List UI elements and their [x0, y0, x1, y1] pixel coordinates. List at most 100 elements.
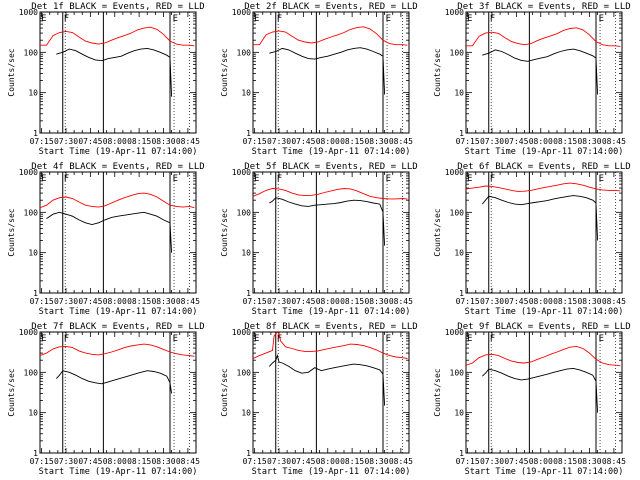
lld-series-line — [40, 192, 195, 209]
x-tick-label: 08:30 — [151, 457, 175, 466]
y-tick-label: 1000 — [445, 168, 464, 177]
x-axis-label: Start Time (19-Apr-11 07:14:00) — [465, 307, 624, 317]
plot-frame — [465, 11, 623, 134]
panel-title: Det 3f BLACK = Events, RED = LLD — [457, 2, 630, 12]
marker-label-e: E — [467, 174, 472, 184]
marker-label-f: F — [490, 14, 495, 24]
x-tick-label: 08:45 — [176, 457, 200, 466]
panel-title: Det 8f BLACK = Events, RED = LLD — [244, 322, 417, 332]
panel-title: Det 5f BLACK = Events, RED = LLD — [244, 162, 417, 172]
y-tick-label: 1 — [459, 289, 464, 298]
x-tick-label: 08:15 — [553, 457, 577, 466]
y-tick-label: 10 — [28, 409, 38, 418]
x-tick-label: 07:15 — [456, 297, 480, 306]
x-axis-label: Start Time (19-Apr-11 07:14:00) — [39, 467, 198, 477]
x-tick-label: 08:30 — [364, 297, 388, 306]
x-tick-label: 07:45 — [291, 297, 315, 306]
events-series-line — [481, 367, 599, 413]
x-axis-label: Start Time (19-Apr-11 07:14:00) — [465, 147, 624, 157]
y-tick-label: 10 — [454, 89, 464, 98]
y-axis-label: Counts/sec — [220, 48, 229, 96]
lld-series-line — [253, 26, 408, 46]
panel-title: Det 9f BLACK = Events, RED = LLD — [457, 322, 630, 332]
y-tick-label: 1 — [246, 289, 251, 298]
y-tick-label: 1 — [33, 289, 38, 298]
x-tick-label: 08:15 — [340, 457, 364, 466]
x-tick-label: 07:15 — [243, 457, 267, 466]
x-tick-label: 08:45 — [176, 297, 200, 306]
lld-series-line — [253, 332, 408, 359]
marker-label-e: E — [254, 14, 259, 24]
marker-label-f: F — [490, 174, 495, 184]
x-tick-label: 08:00 — [316, 297, 340, 306]
events-series-line — [56, 47, 173, 97]
y-tick-label: 1000 — [19, 328, 38, 337]
y-tick-label: 1000 — [19, 168, 38, 177]
x-tick-label: 07:30 — [480, 137, 504, 146]
x-tick-label: 07:30 — [480, 457, 504, 466]
x-tick-label: 07:45 — [504, 457, 528, 466]
y-axis-label: Counts/sec — [433, 48, 442, 96]
x-tick-label: 08:30 — [364, 137, 388, 146]
lld-series-line — [466, 345, 621, 367]
x-tick-label: 07:30 — [267, 297, 291, 306]
y-tick-label: 1000 — [232, 168, 251, 177]
panel-title: Det 6f BLACK = Events, RED = LLD — [457, 162, 630, 172]
x-tick-label: 08:45 — [389, 297, 413, 306]
marker-label-e2: E — [386, 334, 391, 344]
lld-series-line — [40, 26, 195, 47]
y-tick-label: 100 — [450, 48, 465, 57]
marker-label-e: E — [254, 174, 259, 184]
x-axis-label: Start Time (19-Apr-11 07:14:00) — [252, 147, 411, 157]
marker-label-e2: E — [599, 334, 604, 344]
y-tick-label: 1 — [33, 129, 38, 138]
y-tick-label: 10 — [28, 89, 38, 98]
x-tick-label: 08:00 — [529, 137, 553, 146]
marker-label-f: F — [64, 174, 69, 184]
marker-label-e: E — [467, 14, 472, 24]
x-tick-label: 08:45 — [389, 457, 413, 466]
marker-label-e2: E — [173, 14, 178, 24]
y-axis-label: Counts/sec — [220, 208, 229, 256]
y-tick-label: 100 — [24, 48, 39, 57]
y-tick-label: 1 — [246, 129, 251, 138]
y-tick-label: 1 — [459, 129, 464, 138]
y-axis-label: Counts/sec — [7, 368, 16, 416]
y-axis-label: Counts/sec — [7, 48, 16, 96]
y-tick-label: 100 — [24, 208, 39, 217]
events-series-line — [46, 211, 173, 253]
x-tick-label: 07:15 — [30, 137, 54, 146]
x-tick-label: 08:45 — [389, 137, 413, 146]
plot-frame — [252, 331, 410, 454]
marker-label-f: F — [277, 14, 282, 24]
x-tick-label: 07:30 — [267, 137, 291, 146]
x-tick-label: 08:15 — [127, 457, 151, 466]
panel-5: Det 5f BLACK = Events, RED = LLD 1 10 100 10… — [220, 162, 418, 317]
y-tick-label: 100 — [237, 48, 252, 57]
x-tick-label: 08:30 — [364, 457, 388, 466]
x-tick-label: 07:15 — [30, 297, 54, 306]
x-tick-label: 07:15 — [243, 297, 267, 306]
panel-title: Det 4f BLACK = Events, RED = LLD — [31, 162, 204, 172]
events-series-line — [269, 47, 386, 95]
plot-frame — [39, 171, 197, 294]
y-tick-label: 10 — [454, 409, 464, 418]
marker-label-f: F — [64, 334, 69, 344]
x-tick-label: 07:30 — [480, 297, 504, 306]
panel-title: Det 7f BLACK = Events, RED = LLD — [31, 322, 204, 332]
marker-label-e2: E — [386, 174, 391, 184]
x-tick-label: 08:15 — [340, 137, 364, 146]
x-tick-label: 07:45 — [291, 457, 315, 466]
x-tick-label: 08:15 — [553, 137, 577, 146]
marker-label-e: E — [41, 174, 46, 184]
x-tick-label: 08:30 — [151, 137, 175, 146]
x-tick-label: 08:00 — [316, 457, 340, 466]
y-tick-label: 100 — [237, 368, 252, 377]
x-tick-label: 08:00 — [103, 457, 127, 466]
events-series-line — [482, 48, 599, 95]
x-tick-label: 08:00 — [529, 457, 553, 466]
panel-1: Det 1f BLACK = Events, RED = LLD 1 10 100 10… — [7, 2, 205, 157]
y-axis-label: Counts/sec — [433, 368, 442, 416]
y-tick-label: 100 — [450, 208, 465, 217]
